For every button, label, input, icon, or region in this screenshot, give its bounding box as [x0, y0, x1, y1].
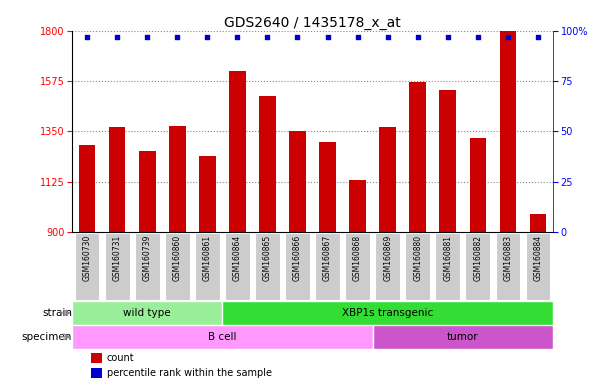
Bar — [289, 131, 306, 232]
FancyBboxPatch shape — [165, 233, 190, 300]
Bar — [469, 138, 486, 232]
Point — [263, 34, 272, 40]
Bar — [529, 214, 546, 232]
Bar — [499, 31, 516, 232]
FancyBboxPatch shape — [375, 233, 400, 300]
Point — [142, 34, 152, 40]
Point — [323, 34, 332, 40]
Point — [383, 34, 392, 40]
Bar — [109, 127, 126, 232]
Text: specimen: specimen — [22, 332, 72, 342]
Text: GSM160867: GSM160867 — [323, 235, 332, 281]
Point — [112, 34, 122, 40]
FancyBboxPatch shape — [345, 233, 370, 300]
Point — [533, 34, 543, 40]
Text: GSM160731: GSM160731 — [113, 235, 121, 281]
Text: GSM160883: GSM160883 — [504, 235, 512, 281]
Point — [293, 34, 302, 40]
Point — [443, 34, 453, 40]
Text: GSM160882: GSM160882 — [474, 235, 482, 281]
FancyBboxPatch shape — [72, 301, 222, 325]
Bar — [349, 180, 366, 232]
FancyBboxPatch shape — [222, 301, 553, 325]
FancyBboxPatch shape — [496, 233, 520, 300]
Text: percentile rank within the sample: percentile rank within the sample — [107, 367, 272, 377]
Bar — [79, 145, 96, 232]
Bar — [409, 82, 426, 232]
Bar — [439, 90, 456, 232]
Text: wild type: wild type — [123, 308, 171, 318]
FancyBboxPatch shape — [435, 233, 460, 300]
FancyBboxPatch shape — [105, 233, 130, 300]
Text: B cell: B cell — [208, 332, 237, 342]
Text: GSM160864: GSM160864 — [233, 235, 242, 281]
Text: strain: strain — [42, 308, 72, 318]
Bar — [91, 353, 102, 363]
Bar — [319, 142, 336, 232]
FancyBboxPatch shape — [72, 325, 373, 349]
Bar — [91, 367, 102, 377]
Text: GSM160861: GSM160861 — [203, 235, 212, 281]
Bar — [259, 96, 276, 232]
FancyBboxPatch shape — [466, 233, 490, 300]
FancyBboxPatch shape — [373, 325, 553, 349]
Text: GSM160730: GSM160730 — [83, 235, 91, 281]
Text: GSM160884: GSM160884 — [534, 235, 542, 281]
Point — [473, 34, 483, 40]
Text: count: count — [107, 353, 135, 362]
FancyBboxPatch shape — [135, 233, 160, 300]
FancyBboxPatch shape — [316, 233, 340, 300]
Bar — [199, 156, 216, 232]
FancyBboxPatch shape — [526, 233, 551, 300]
Text: GSM160860: GSM160860 — [173, 235, 182, 281]
Point — [503, 34, 513, 40]
Title: GDS2640 / 1435178_x_at: GDS2640 / 1435178_x_at — [224, 16, 401, 30]
Point — [353, 34, 362, 40]
Point — [172, 34, 182, 40]
Text: GSM160865: GSM160865 — [263, 235, 272, 281]
Bar — [379, 127, 396, 232]
Point — [413, 34, 423, 40]
Text: GSM160866: GSM160866 — [293, 235, 302, 281]
Text: GSM160868: GSM160868 — [353, 235, 362, 281]
FancyBboxPatch shape — [405, 233, 430, 300]
Point — [82, 34, 92, 40]
Text: GSM160880: GSM160880 — [413, 235, 422, 281]
Text: XBP1s transgenic: XBP1s transgenic — [342, 308, 433, 318]
FancyBboxPatch shape — [75, 233, 99, 300]
Text: tumor: tumor — [447, 332, 478, 342]
Text: GSM160869: GSM160869 — [383, 235, 392, 281]
Bar — [169, 126, 186, 232]
FancyBboxPatch shape — [255, 233, 280, 300]
Text: GSM160881: GSM160881 — [444, 235, 452, 281]
Bar — [139, 151, 156, 232]
Text: GSM160739: GSM160739 — [143, 235, 151, 281]
FancyBboxPatch shape — [195, 233, 220, 300]
FancyBboxPatch shape — [225, 233, 250, 300]
Bar — [229, 71, 246, 232]
FancyBboxPatch shape — [285, 233, 310, 300]
Point — [233, 34, 242, 40]
Point — [203, 34, 212, 40]
